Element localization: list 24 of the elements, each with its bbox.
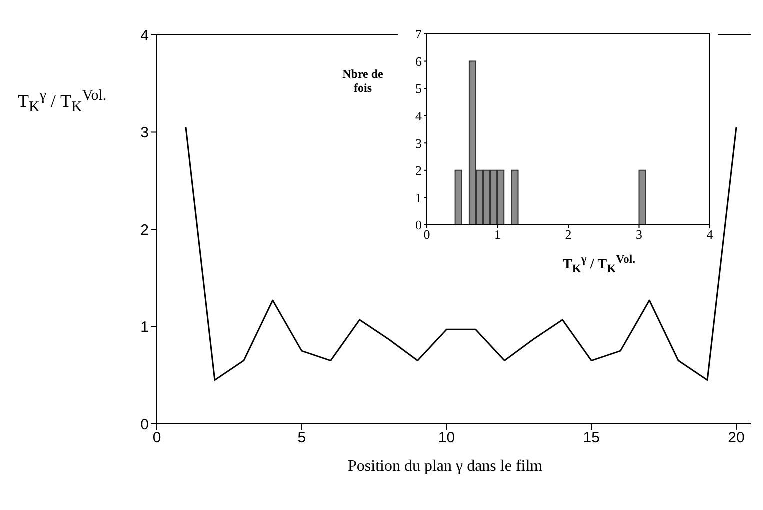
- y-tick-label: 3: [416, 136, 422, 151]
- y-tick-label: 4: [416, 108, 422, 124]
- x-tick-label: 0: [152, 430, 162, 447]
- x-tick-label: 10: [438, 430, 456, 447]
- y-tick-label: 4: [140, 27, 149, 44]
- x-tick-label: 20: [728, 430, 745, 447]
- y-axis-title: Nbre de fois: [342, 67, 384, 95]
- x-tick-label: 15: [583, 430, 600, 447]
- x-tick-label: 5: [298, 430, 306, 447]
- y-tick-label: 1: [416, 190, 422, 206]
- line-series: [185, 126, 738, 381]
- x-axis-title: Position du plan γ dans le film: [348, 458, 543, 476]
- x-tick-label: 1: [494, 227, 501, 242]
- x-tick-label: 4: [706, 227, 714, 242]
- y-tick-label: 2: [416, 163, 422, 178]
- x-tick-label: 3: [636, 227, 642, 242]
- y-tick-label: 0: [140, 416, 149, 434]
- y-tick-label: 1: [140, 319, 149, 336]
- y-tick-label: 7: [416, 26, 422, 42]
- x-tick-label: 2: [565, 227, 572, 242]
- y-tick-label: 5: [416, 81, 422, 96]
- y-tick-label: 0: [416, 218, 422, 233]
- y-tick-label: 6: [416, 54, 422, 69]
- y-tick-label: 3: [140, 124, 149, 142]
